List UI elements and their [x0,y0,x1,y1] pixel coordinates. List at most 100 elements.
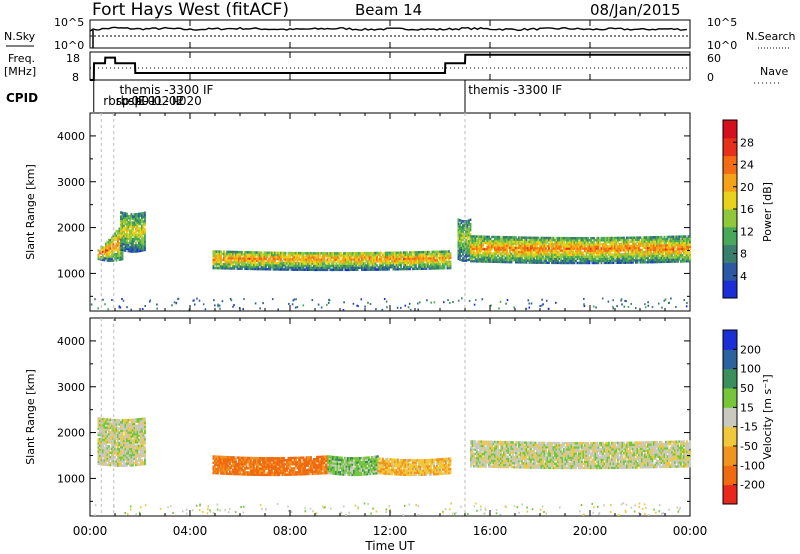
heatmap-cell [120,421,122,424]
heatmap-cell [295,251,297,255]
heatmap-cell [320,268,323,272]
heatmap-cell [254,459,257,462]
heatmap-cell [212,260,215,264]
colorbar-segment [723,191,737,210]
heatmap-cell [268,265,270,269]
colorbar-segment [723,226,737,246]
heatmap-cell [585,249,588,252]
heatmap-cell [548,245,550,248]
heatmap-cell [112,458,115,461]
heatmap-cell [133,250,136,253]
heatmap-cell [130,420,133,424]
heatmap-cell [386,255,389,259]
heatmap-cell [130,248,133,251]
heatmap-cell [97,431,100,435]
heatmap-cell [256,459,258,462]
heatmap-cell [334,256,336,259]
heatmap-cell [459,243,461,247]
heatmap-cell [476,245,478,249]
heatmap-cell [105,457,107,460]
heatmap-cell [227,468,230,471]
heatmap-cell [485,247,487,251]
heatmap-cell [540,253,543,256]
heatmap-cell [485,254,487,257]
heatmap-speckle [175,301,178,304]
heatmap-cell [260,257,263,260]
heatmap-cell [126,464,128,467]
heatmap-cell [428,252,431,256]
heatmap-cell [115,257,118,260]
heatmap-cell [656,238,658,241]
heatmap-cell [376,258,378,261]
heatmap-cell [557,247,559,250]
heatmap-cell [365,256,368,259]
heatmap-cell [97,425,100,428]
heatmap-cell [515,248,517,252]
heatmap-cell [424,265,426,268]
heatmap-speckle [327,301,330,304]
heatmap-cell [491,243,493,247]
heatmap-cell [129,441,131,444]
heatmap-cell [334,264,336,267]
heatmap-cell [657,244,660,247]
heatmap-cell [102,436,104,439]
heatmap-cell [639,242,642,245]
heatmap-cell [233,259,236,262]
velocity-heatmap [94,417,691,517]
heatmap-cell [308,256,311,259]
heatmap-cell [518,252,520,256]
heatmap-cell [109,451,112,454]
heatmap-cell [573,257,576,261]
heatmap-cell [129,248,131,251]
heatmap-cell [561,245,564,248]
heatmap-cell [507,236,510,239]
heatmap-cell [142,448,145,451]
heatmap-cell [218,465,221,469]
heatmap-cell [606,251,609,254]
heatmap-cell [322,268,324,272]
heatmap-cell [543,259,546,262]
heatmap-cell [689,247,691,250]
heatmap-cell [638,248,640,252]
heatmap-cell [497,235,499,239]
heatmap-cell [215,260,218,264]
heatmap-cell [489,256,492,259]
heatmap-cell [522,255,525,258]
heatmap-cell [218,260,221,264]
heatmap-cell [650,248,652,251]
heatmap-cell [644,236,646,239]
heatmap-cell [545,249,547,252]
heatmap-cell [477,247,480,251]
heatmap-cell [596,255,598,258]
heatmap-cell [392,259,395,263]
heatmap-cell [630,255,633,258]
heatmap-cell [108,257,110,260]
heatmap-cell [671,260,673,263]
heatmap-cell [588,257,591,261]
heatmap-cell [497,254,499,257]
colorbar-tick-label: 20 [740,181,754,194]
heatmap-cell [500,242,502,245]
heatmap-cell [254,259,257,262]
heatmap-cell [337,258,339,261]
heatmap-cell [307,266,309,269]
heatmap-cell [436,254,438,258]
heatmap-cell [118,435,121,438]
heatmap-cell [434,258,437,262]
heatmap-cell [534,255,537,258]
heatmap-cell [629,240,631,244]
heatmap-cell [689,243,691,246]
heatmap-cell [332,266,335,269]
heatmap-cell [212,467,215,471]
heatmap-cell [250,456,252,460]
heatmap-cell [401,261,404,265]
heatmap-cell [512,250,514,254]
heatmap-cell [534,259,537,262]
heatmap-cell [593,239,595,242]
heatmap-speckle [217,303,219,306]
heatmap-cell [353,256,356,259]
heatmap-cell [109,418,112,421]
heatmap-cell [247,467,249,470]
heatmap-cell [266,471,269,474]
heatmap-cell [144,236,146,239]
